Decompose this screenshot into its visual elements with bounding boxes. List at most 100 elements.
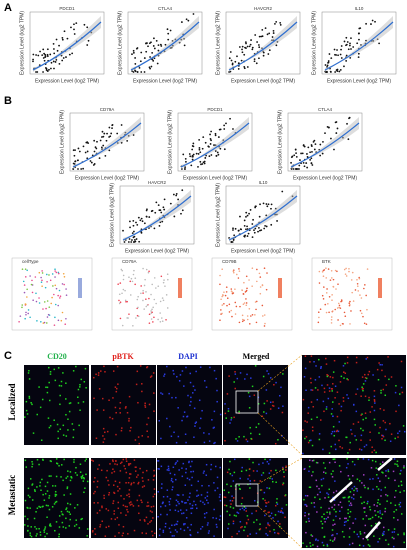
stain-spot: [325, 406, 328, 408]
stain-spot: [244, 526, 246, 528]
cell: [345, 267, 347, 270]
stain-spot: [194, 503, 197, 506]
point: [82, 145, 85, 148]
stain-spot: [303, 376, 306, 378]
stain-spot: [144, 402, 146, 405]
stain-spot: [384, 486, 387, 489]
stain-spot: [114, 386, 117, 388]
point: [345, 43, 348, 46]
stain-spot: [146, 423, 148, 426]
stain-spot: [229, 460, 231, 463]
stain-spot: [323, 410, 325, 413]
point: [265, 225, 268, 228]
stain-spot: [356, 388, 359, 390]
cell: [337, 302, 340, 305]
stain-spot: [131, 503, 133, 506]
point: [346, 122, 348, 125]
point: [229, 51, 232, 53]
point: [261, 35, 264, 38]
stain-spot: [53, 368, 56, 371]
cell: [145, 305, 148, 308]
stain-spot: [381, 461, 384, 463]
stain-spot: [262, 462, 264, 464]
stain-spot: [318, 376, 321, 378]
stain-spot: [394, 504, 397, 507]
cell: [359, 309, 362, 312]
stain-spot: [384, 375, 386, 378]
cell: [322, 275, 325, 277]
stain-spot: [362, 458, 365, 460]
cell: [246, 315, 249, 317]
stain-spot: [59, 403, 61, 406]
point: [90, 161, 93, 164]
stain-spot: [397, 436, 399, 438]
point: [187, 19, 190, 22]
stain-spot: [175, 478, 177, 481]
stain-spot: [368, 506, 371, 508]
point: [298, 164, 301, 167]
point: [150, 210, 153, 213]
stain-spot: [53, 503, 56, 505]
point: [192, 13, 195, 15]
plot-frame: [29, 11, 105, 75]
stain-spot: [173, 473, 176, 476]
color-key: [78, 278, 82, 298]
cell: [54, 276, 56, 278]
cell: [47, 313, 50, 316]
x-axis-label: Expression Level (log2 TPM): [125, 248, 189, 254]
stain-spot: [324, 467, 327, 469]
fit-line: [290, 122, 360, 168]
stain-spot: [310, 418, 313, 421]
stain-spot: [332, 470, 334, 472]
cell: [226, 297, 229, 300]
stain-spot: [252, 470, 255, 472]
stain-spot: [227, 523, 230, 525]
point: [50, 67, 52, 70]
stain-spot: [323, 391, 326, 393]
point: [143, 71, 146, 73]
stain-spot: [319, 498, 321, 500]
cell: [49, 279, 52, 282]
stain-spot: [123, 498, 125, 500]
stain-spot: [361, 502, 363, 505]
point: [153, 47, 156, 50]
stain-spot: [200, 417, 202, 420]
stain-spot: [46, 490, 49, 492]
stain-spot: [82, 480, 85, 482]
stain-spot: [189, 529, 191, 531]
stain-spot: [400, 469, 402, 472]
cell: [152, 321, 154, 323]
stain-spot: [318, 438, 321, 441]
point: [201, 163, 204, 165]
cell: [263, 267, 266, 270]
cell: [120, 268, 123, 271]
stain-spot: [374, 402, 376, 404]
stain-spot: [230, 503, 232, 505]
stain-spot: [247, 518, 250, 521]
stain-spot: [274, 442, 277, 445]
cell: [226, 304, 228, 307]
point: [265, 203, 268, 205]
stain-spot: [303, 498, 305, 501]
stain-spot: [108, 525, 110, 528]
cell: [262, 315, 264, 317]
stain-spot: [191, 476, 193, 479]
cell: [140, 292, 142, 295]
stain-spot: [113, 470, 116, 473]
stain-spot: [219, 466, 221, 469]
stain-spot: [69, 518, 71, 521]
stain-spot: [28, 370, 30, 372]
stain-spot: [128, 463, 130, 465]
stain-spot: [326, 492, 328, 494]
cell: [117, 283, 119, 285]
stain-spot: [183, 385, 185, 387]
stain-spot: [278, 525, 281, 528]
stain-spot: [393, 531, 396, 533]
stain-spot: [115, 390, 118, 393]
point: [43, 59, 46, 62]
stain-spot: [142, 480, 144, 482]
cell: [134, 283, 136, 286]
stain-spot: [276, 503, 279, 505]
stain-spot: [277, 532, 279, 535]
cell: [364, 284, 366, 286]
